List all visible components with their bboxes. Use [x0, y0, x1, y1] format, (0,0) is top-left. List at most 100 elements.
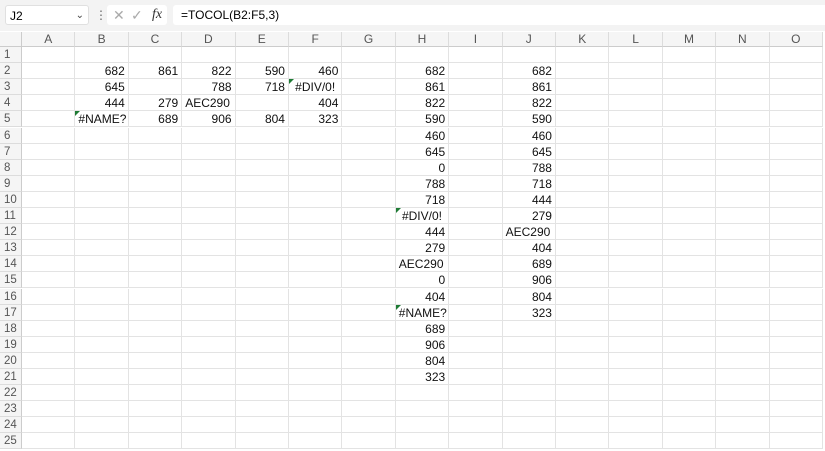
cell-E14[interactable] — [235, 256, 289, 273]
cell-G4[interactable] — [342, 95, 396, 112]
cell-B15[interactable] — [75, 272, 129, 289]
name-box[interactable]: J2 ⌄ — [5, 5, 89, 25]
cell-J21[interactable] — [502, 369, 556, 386]
cell-F21[interactable] — [289, 369, 343, 386]
cell-M16[interactable] — [662, 288, 717, 305]
cell-F11[interactable] — [289, 208, 343, 225]
column-header-J[interactable]: J — [502, 32, 556, 47]
cell-B13[interactable] — [75, 240, 129, 257]
cell-H17[interactable]: #NAME? — [395, 304, 450, 321]
cell-A21[interactable] — [22, 369, 76, 386]
cell-F5[interactable]: 323 — [289, 111, 343, 128]
column-header-I[interactable]: I — [449, 32, 503, 47]
column-header-M[interactable]: M — [662, 32, 717, 47]
cell-G23[interactable] — [342, 401, 396, 418]
cell-D23[interactable] — [182, 401, 236, 418]
cell-A14[interactable] — [22, 256, 76, 273]
cell-H6[interactable]: 460 — [395, 127, 450, 144]
cell-L5[interactable] — [609, 111, 663, 128]
cell-J12[interactable]: AEC290 — [502, 224, 556, 241]
row-header-11[interactable]: 11 — [0, 208, 22, 225]
cell-A10[interactable] — [22, 191, 76, 208]
cell-F14[interactable] — [289, 256, 343, 273]
cell-M10[interactable] — [662, 191, 717, 208]
cell-F13[interactable] — [289, 240, 343, 257]
cell-D4[interactable]: AEC290 — [182, 95, 236, 112]
cell-J23[interactable] — [502, 401, 556, 418]
row-header-17[interactable]: 17 — [0, 304, 22, 321]
cell-C13[interactable] — [128, 240, 183, 257]
cell-D5[interactable]: 906 — [182, 111, 236, 128]
cell-L21[interactable] — [609, 369, 663, 386]
cell-M8[interactable] — [662, 159, 717, 176]
cell-F7[interactable] — [289, 143, 343, 160]
cell-G21[interactable] — [342, 369, 396, 386]
cell-C11[interactable] — [128, 208, 183, 225]
cell-F19[interactable] — [289, 336, 343, 353]
cell-N14[interactable] — [716, 256, 770, 273]
cell-H15[interactable]: 0 — [395, 272, 450, 289]
cell-C12[interactable] — [128, 224, 183, 241]
cell-M14[interactable] — [662, 256, 717, 273]
cell-B8[interactable] — [75, 159, 129, 176]
row-header-13[interactable]: 13 — [0, 240, 22, 257]
cell-C2[interactable]: 861 — [128, 63, 183, 80]
cell-K21[interactable] — [556, 369, 610, 386]
chevron-down-icon[interactable]: ⌄ — [75, 10, 84, 21]
cell-D16[interactable] — [182, 288, 236, 305]
cell-I3[interactable] — [449, 79, 503, 96]
insert-function-icon[interactable]: fx — [152, 7, 163, 22]
cell-K18[interactable] — [556, 320, 610, 337]
cell-H20[interactable]: 804 — [395, 352, 450, 369]
cell-I19[interactable] — [449, 336, 503, 353]
column-header-F[interactable]: F — [289, 32, 343, 47]
row-header-5[interactable]: 5 — [0, 111, 22, 128]
cell-O1[interactable] — [769, 47, 823, 64]
cell-C5[interactable]: 689 — [128, 111, 183, 128]
cell-L12[interactable] — [609, 224, 663, 241]
cell-O18[interactable] — [769, 320, 823, 337]
cell-I11[interactable] — [449, 208, 503, 225]
cell-K12[interactable] — [556, 224, 610, 241]
cell-E5[interactable]: 804 — [235, 111, 289, 128]
cell-M20[interactable] — [662, 352, 717, 369]
cell-O2[interactable] — [769, 63, 823, 80]
cell-C18[interactable] — [128, 320, 183, 337]
error-indicator-icon[interactable] — [395, 208, 401, 213]
cell-L22[interactable] — [609, 385, 663, 402]
cell-J5[interactable]: 590 — [502, 111, 556, 128]
cell-O7[interactable] — [769, 143, 823, 160]
cell-G20[interactable] — [342, 352, 396, 369]
cell-M24[interactable] — [662, 417, 717, 434]
cell-C9[interactable] — [128, 175, 183, 192]
cell-J16[interactable]: 804 — [502, 288, 556, 305]
cell-A23[interactable] — [22, 401, 76, 418]
cell-K8[interactable] — [556, 159, 610, 176]
cell-D11[interactable] — [182, 208, 236, 225]
column-header-G[interactable]: G — [342, 32, 396, 47]
cell-J20[interactable] — [502, 352, 556, 369]
cell-K20[interactable] — [556, 352, 610, 369]
cell-L8[interactable] — [609, 159, 663, 176]
cell-C20[interactable] — [128, 352, 183, 369]
cell-E3[interactable]: 718 — [235, 79, 289, 96]
row-header-14[interactable]: 14 — [0, 256, 22, 273]
cell-C16[interactable] — [128, 288, 183, 305]
cell-D10[interactable] — [182, 191, 236, 208]
cell-B2[interactable]: 682 — [75, 63, 129, 80]
cell-M15[interactable] — [662, 272, 717, 289]
cell-N10[interactable] — [716, 191, 770, 208]
cell-E7[interactable] — [235, 143, 289, 160]
cell-L23[interactable] — [609, 401, 663, 418]
cell-F3[interactable]: #DIV/0! — [289, 79, 343, 96]
cell-K10[interactable] — [556, 191, 610, 208]
cell-A4[interactable] — [22, 95, 76, 112]
cell-K4[interactable] — [556, 95, 610, 112]
select-all-corner[interactable] — [0, 32, 22, 47]
row-header-2[interactable]: 2 — [0, 63, 22, 80]
row-header-6[interactable]: 6 — [0, 127, 22, 144]
cell-E16[interactable] — [235, 288, 289, 305]
cell-L24[interactable] — [609, 417, 663, 434]
cell-F4[interactable]: 404 — [289, 95, 343, 112]
cell-H7[interactable]: 645 — [395, 143, 450, 160]
